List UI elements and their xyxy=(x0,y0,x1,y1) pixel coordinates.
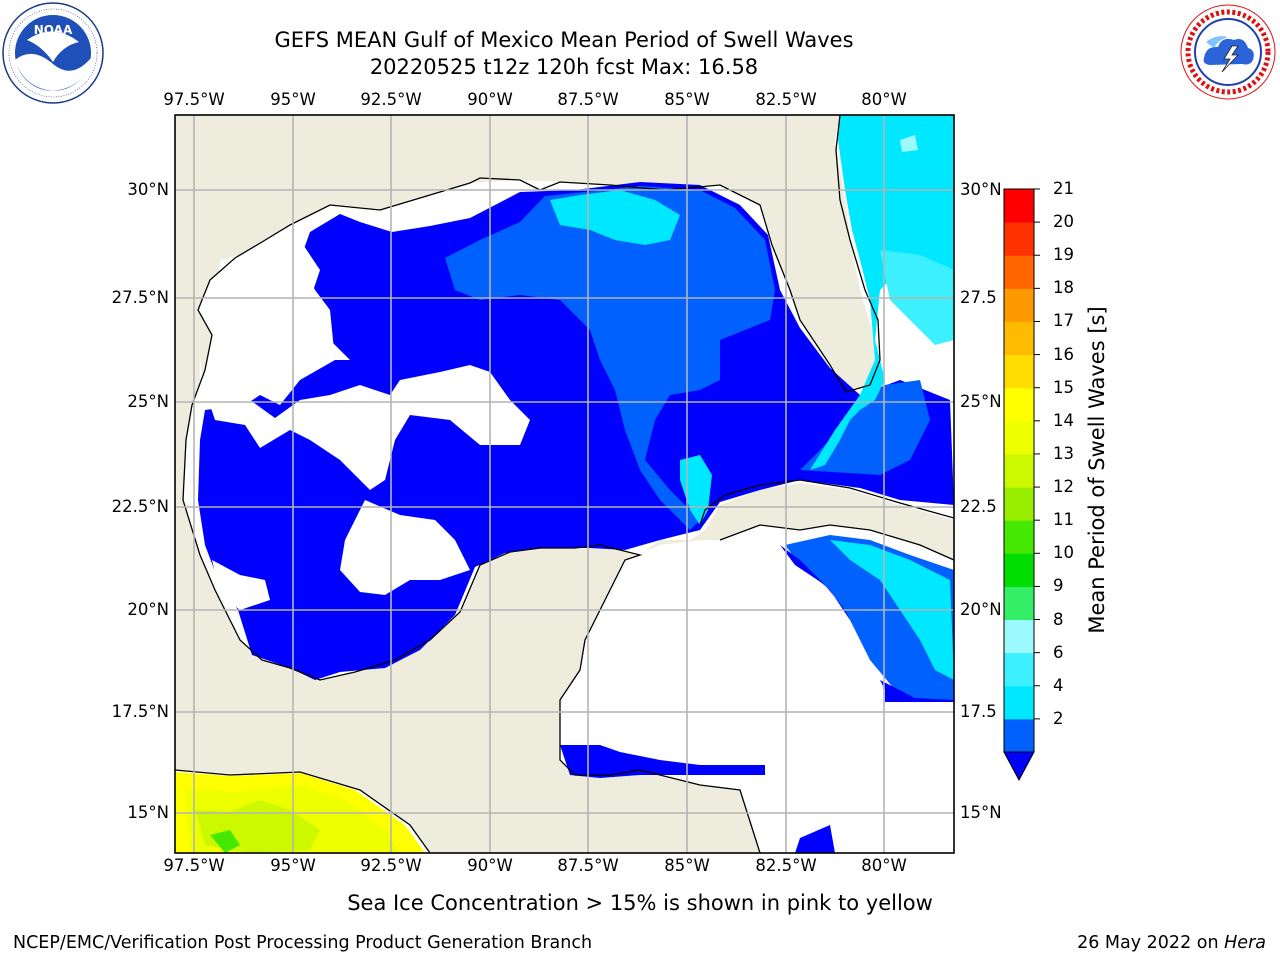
lon-label-bottom: 80°W xyxy=(861,856,907,875)
colorbar-swatch xyxy=(1004,222,1034,256)
lat-label-left: 15°N xyxy=(127,803,169,822)
colorbar-tick-label: 13 xyxy=(1053,443,1074,463)
lat-label-right: 20°N xyxy=(960,600,1002,619)
lat-label-right: 17.5 xyxy=(960,702,997,721)
colorbar-swatch xyxy=(1004,288,1034,322)
footer-date: 26 May 2022 on Hera xyxy=(1077,933,1266,953)
lat-label-right: 30°N xyxy=(960,180,1002,199)
footer-host: Hera xyxy=(1224,933,1266,953)
colorbar-swatch xyxy=(1004,354,1034,389)
colorbar-tick-label: 17 xyxy=(1053,311,1074,331)
colorbar-swatch xyxy=(1004,685,1034,720)
colorbar-swatch xyxy=(1004,387,1034,422)
colorbar-tick-label: 6 xyxy=(1053,642,1064,662)
lon-label-bottom: 82.5°W xyxy=(755,856,817,875)
footer-date-text: 26 May 2022 on xyxy=(1077,933,1225,953)
colorbar-tick-label: 12 xyxy=(1053,477,1074,497)
lon-label-top: 95°W xyxy=(270,90,316,109)
lat-label-left: 25°N xyxy=(127,392,169,411)
lon-label-top: 82.5°W xyxy=(755,90,817,109)
colorbar-tick-label: 4 xyxy=(1053,675,1064,695)
colorbar-under-arrow xyxy=(1003,751,1035,782)
lon-label-top: 90°W xyxy=(467,90,513,109)
map-frame xyxy=(174,114,955,854)
swell-band-2-to-4s-se-corner xyxy=(795,825,835,853)
colorbar-swatch xyxy=(1004,321,1034,356)
swell-band-2-to-4s-caribbean xyxy=(780,545,954,702)
ice-band-11-to-12 xyxy=(210,830,240,853)
colorbar-tick-label: 9 xyxy=(1053,576,1064,596)
lon-label-bottom: 97.5°W xyxy=(163,856,225,875)
lon-label-top: 92.5°W xyxy=(360,90,422,109)
colorbar-swatch xyxy=(1004,487,1034,521)
colorbar-swatch xyxy=(1004,619,1034,654)
colorbar xyxy=(1003,188,1040,782)
colorbar-tick-label: 10 xyxy=(1053,543,1074,563)
lon-label-top: 80°W xyxy=(861,90,907,109)
colorbar-tick-label: 2 xyxy=(1053,708,1064,728)
lon-label-bottom: 90°W xyxy=(467,856,513,875)
lat-label-right: 25°N xyxy=(960,392,1002,411)
colorbar-swatch xyxy=(1004,520,1034,554)
swell-band-6-to-8s-atlantic xyxy=(810,115,954,470)
lat-label-left: 22.5°N xyxy=(111,497,169,516)
colorbar-tick-label: 8 xyxy=(1053,609,1064,629)
sea-ice-note: Sea Ice Concentration > 15% is shown in … xyxy=(347,891,933,915)
colorbar-tick-label: 16 xyxy=(1053,344,1074,364)
swell-band-2-to-4s-sw-caribbean xyxy=(560,745,765,778)
chart-subtitle: 20220525 t12z 120h fcst Max: 16.58 xyxy=(369,55,759,79)
colorbar-tick-label: 21 xyxy=(1053,179,1074,198)
swell-band-9-to-10s-atlantic-spot xyxy=(900,135,918,152)
coastline-pacific xyxy=(175,769,431,853)
swell-band-6-to-8s-caribbean xyxy=(830,540,954,680)
swell-band-6-to-8s-gulf-ne xyxy=(550,190,680,245)
noaa-logo-icon: NOAA xyxy=(2,2,104,104)
colorbar-tick-label: 18 xyxy=(1053,278,1074,298)
chart-title: GEFS MEAN Gulf of Mexico Mean Period of … xyxy=(274,28,854,52)
colorbar-swatch xyxy=(1004,255,1034,289)
lon-label-bottom: 85°W xyxy=(664,856,710,875)
coastline xyxy=(182,115,881,501)
lon-label-top: 87.5°W xyxy=(557,90,619,109)
lon-label-top: 85°W xyxy=(664,90,710,109)
colorbar-frame xyxy=(1003,188,1035,753)
colorbar-swatch xyxy=(1004,553,1034,587)
colorbar-tick-label: 19 xyxy=(1053,245,1074,265)
lon-label-bottom: 92.5°W xyxy=(360,856,422,875)
nws-logo-icon xyxy=(1180,4,1276,100)
lat-label-left: 27.5°N xyxy=(111,288,169,307)
colorbar-tick-label: 14 xyxy=(1053,410,1074,430)
lat-label-left: 17.5°N xyxy=(111,702,169,721)
lon-label-bottom: 95°W xyxy=(270,856,316,875)
lat-label-right: 27.5 xyxy=(960,288,997,307)
colorbar-tick-label: 20 xyxy=(1053,212,1074,232)
colorbar-swatch xyxy=(1004,420,1034,455)
colorbar-tick-label: 15 xyxy=(1053,377,1074,397)
nodata-patch-center xyxy=(340,500,470,595)
colorbar-swatch xyxy=(1004,189,1034,223)
colorbar-tick-label: 11 xyxy=(1053,510,1074,530)
gridlines xyxy=(175,115,954,853)
lon-label-bottom: 87.5°W xyxy=(557,856,619,875)
colorbar-swatch xyxy=(1004,586,1034,621)
lat-label-left: 20°N xyxy=(127,600,169,619)
nodata-patch-south xyxy=(212,560,270,610)
colorbar-swatch xyxy=(1004,652,1034,687)
footer-credit: NCEP/EMC/Verification Post Processing Pr… xyxy=(13,933,593,953)
lat-label-left: 30°N xyxy=(127,180,169,199)
lat-label-right: 22.5 xyxy=(960,497,997,516)
swell-band-4-to-6s-gulf xyxy=(445,186,775,530)
svg-text:NOAA: NOAA xyxy=(34,23,73,37)
nodata-patch-nw xyxy=(215,240,350,360)
lat-label-right: 15°N xyxy=(960,803,1002,822)
nodata-patch-west xyxy=(200,360,530,490)
colorbar-swatch xyxy=(1004,453,1034,488)
colorbar-swatch xyxy=(1004,718,1034,753)
colorbar-title: Mean Period of Swell Waves [s] xyxy=(1085,306,1109,634)
map-layers xyxy=(175,115,954,853)
lon-label-top: 97.5°W xyxy=(163,90,225,109)
